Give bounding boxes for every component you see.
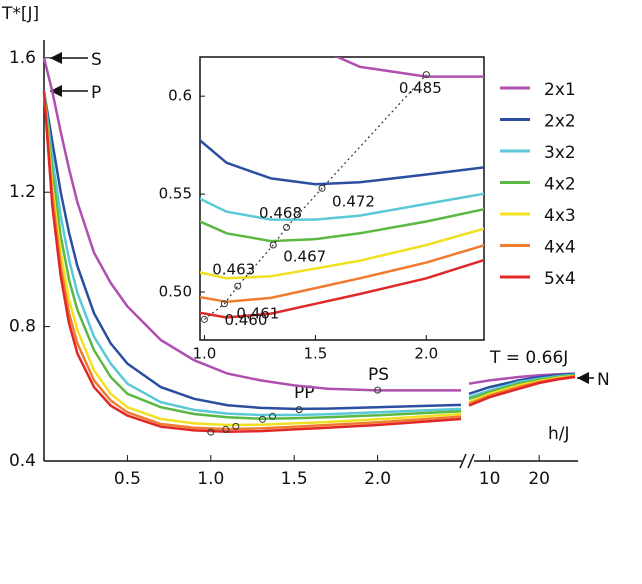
curve [42,91,462,427]
inset-point-label: 0.468 [259,204,302,222]
legend-label: 2x1 [544,80,576,100]
y-axis-label: T*[J] [1,4,39,24]
x-tick-label: 2.0 [364,469,391,489]
curve [42,91,462,411]
main-curves [42,57,576,434]
axis-break [459,453,467,469]
curve [42,91,462,420]
curve [42,57,461,392]
inset-minimum-marker [234,282,242,290]
inset-curve [200,208,484,243]
inset-x-tick-label: 2.0 [414,345,438,363]
legend-label: 5x4 [544,269,576,289]
curve [42,91,462,417]
legend-label: 4x2 [544,175,576,195]
inset-point-label: 0.485 [399,79,442,97]
annotation: N [597,370,610,390]
curve [42,91,462,431]
annotation: S [91,50,102,70]
annotation: T = 0.66J [489,348,568,368]
inset-x-tick-label: 1.5 [303,345,327,363]
minimum-marker [269,412,277,420]
inset-point-label: 0.472 [332,193,375,211]
inset-point-label: 0.461 [236,304,279,322]
axis-break [467,453,475,469]
inset-curve [200,243,484,304]
inset-curve [200,192,484,221]
inset-curve [200,138,484,186]
inset-minimum-marker [283,223,291,231]
x-tick-label: 1.0 [197,469,224,489]
inset-x-tick-label: 1.0 [193,345,217,363]
x2-tick-label: 10 [479,469,501,489]
minimum-marker [259,415,267,423]
y-tick-label: 1.2 [9,182,36,202]
legend-label: 4x4 [544,238,576,258]
annotation: P [91,83,101,103]
inset-point-label: 0.463 [212,261,255,279]
x-axis-label: h/J [548,424,570,444]
inset-minimum-marker [269,241,277,249]
minimum-marker [207,428,215,436]
minimum-marker [295,406,303,414]
y-tick-label: 0.4 [9,451,36,471]
x2-tick-label: 20 [528,469,550,489]
legend-label: 3x2 [544,143,576,163]
inset-minimum-marker [318,184,326,192]
curve-high-field [468,375,576,407]
annotation: PS [368,365,389,385]
inset-curves [200,57,484,319]
inset-y-tick-label: 0.50 [159,283,192,301]
inset-y-tick-label: 0.6 [168,87,192,105]
curve [42,91,462,434]
inset-y-tick-label: 0.55 [159,185,192,203]
inset-point-label: 0.467 [283,248,326,266]
inset-curve [200,227,484,280]
minimum-marker [232,422,240,430]
minimum-marker [222,425,230,433]
legend-label: 4x3 [544,206,576,226]
x-tick-label: 1.5 [281,469,308,489]
minimum-marker [374,386,382,394]
inset-frame [199,56,485,341]
inset-minimum-marker [200,315,208,323]
x-tick-label: 0.5 [114,469,141,489]
inset-point-label: 0.460 [224,311,267,329]
inset-curve [200,258,484,319]
y-tick-label: 0.8 [9,317,36,337]
inset-minimum-marker [220,300,228,308]
y-tick-label: 1.6 [9,48,36,68]
legend-label: 2x2 [544,112,576,132]
inset-minimum-marker [422,71,430,79]
inset-trend-line [204,74,427,320]
